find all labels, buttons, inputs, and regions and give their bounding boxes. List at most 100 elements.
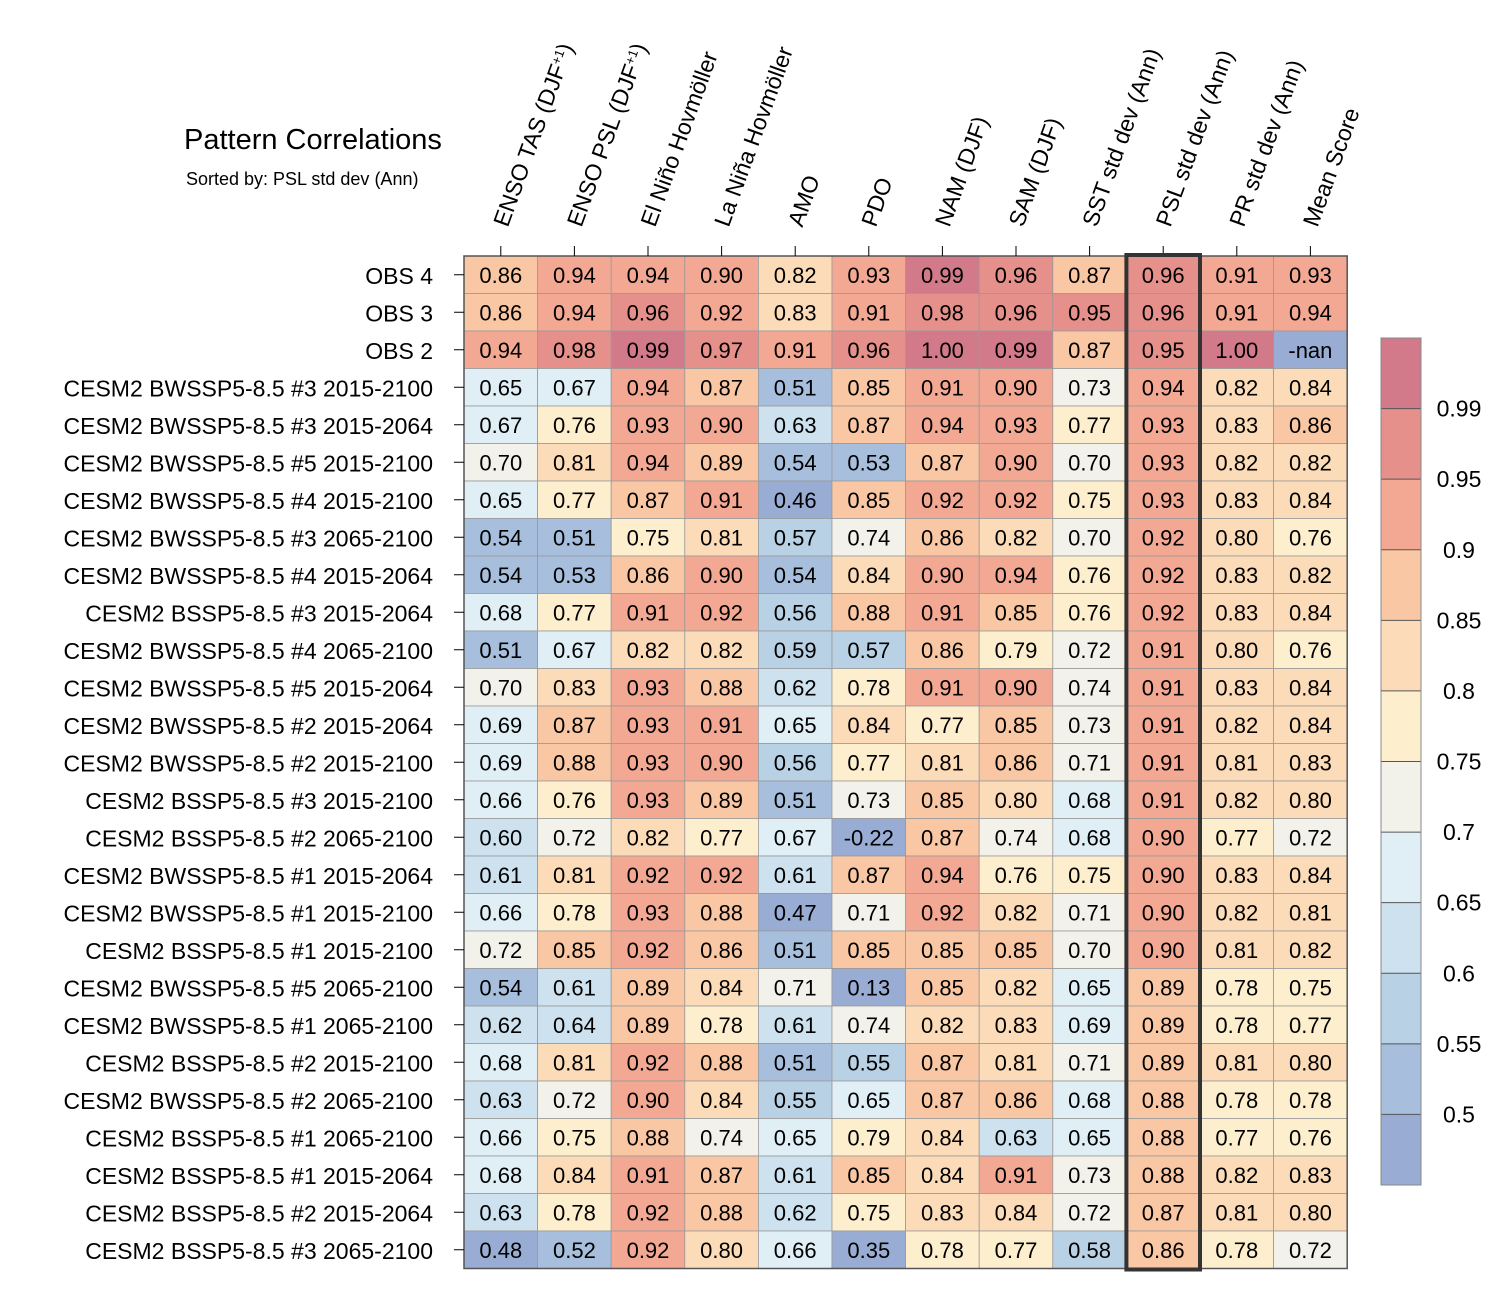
cell-value-label: 0.93: [627, 413, 670, 438]
heatmap-cell: [1273, 780, 1348, 819]
heatmap-cell: [905, 443, 980, 482]
heatmap-cell: [978, 930, 1054, 969]
cell-value-label: 0.69: [1068, 1013, 1111, 1038]
cell-value-label: 0.86: [995, 750, 1038, 775]
heatmap-cell: [905, 1043, 980, 1082]
heatmap-cell: [610, 818, 686, 857]
cell-value-label: 0.85: [921, 938, 964, 963]
cell-value-label: 0.80: [1215, 638, 1258, 663]
colorbar-swatch: [1381, 1114, 1421, 1186]
heatmap-cell: [1199, 255, 1274, 294]
heatmap-cell: [1199, 893, 1274, 932]
heatmap-cell: [463, 593, 538, 632]
heatmap-cell: [537, 293, 612, 332]
cell-value-label: 0.13: [847, 975, 890, 1000]
cell-value-label: 0.88: [847, 600, 890, 625]
heatmap-cell: [1199, 330, 1274, 369]
cell-value-label: 0.92: [627, 1200, 670, 1225]
heatmap-cell: [684, 443, 759, 482]
cell-value-label: -nan: [1288, 338, 1332, 363]
cell-value-label: 0.81: [995, 1050, 1038, 1075]
heatmap-cell: [463, 1155, 538, 1194]
heatmap-cell: [1273, 293, 1348, 332]
heatmap-cell: [684, 405, 759, 444]
cell-value-label: 0.68: [1068, 1088, 1111, 1113]
heatmap-cell: [537, 1155, 612, 1194]
cell-value-label: 0.89: [1142, 975, 1185, 1000]
cell-value-label: 0.63: [479, 1200, 522, 1225]
cell-value-label: 0.82: [1215, 788, 1258, 813]
heatmap-cell: [758, 518, 833, 557]
cell-value-label: 0.99: [921, 263, 964, 288]
cell-value-label: 0.81: [1215, 938, 1258, 963]
chart-title: Pattern Correlations: [184, 124, 442, 156]
heatmap-cell: [1273, 368, 1348, 407]
cell-value-label: 0.71: [847, 900, 890, 925]
cell-value-label: 0.87: [553, 713, 596, 738]
cell-value-label: 0.78: [553, 1200, 596, 1225]
column-label: Mean Score: [1298, 104, 1365, 229]
cell-value-label: 0.93: [1142, 413, 1185, 438]
heatmap-cell: [463, 480, 538, 519]
heatmap-cell: [905, 293, 980, 332]
column-label: SST std dev (Ann): [1077, 45, 1166, 230]
heatmap-cell: [684, 743, 759, 782]
heatmap-cell: [1273, 818, 1348, 857]
cell-value-label: 0.83: [995, 1013, 1038, 1038]
heatmap-cell: [978, 1193, 1054, 1232]
cell-value-label: 0.72: [479, 938, 522, 963]
heatmap-cell: [1126, 1043, 1201, 1082]
cell-value-label: 0.84: [995, 1200, 1038, 1225]
heatmap-cell: [831, 293, 906, 332]
column-label: ENSO PSL (DJF+1): [562, 40, 652, 230]
cell-value-label: 0.92: [627, 938, 670, 963]
cell-value-label: 0.90: [1142, 825, 1185, 850]
heatmap-cell: [537, 443, 612, 482]
cell-value-label: 0.91: [774, 338, 817, 363]
heatmap-cell: [831, 1230, 906, 1269]
cell-value-label: 0.92: [995, 488, 1038, 513]
heatmap-cell: [684, 818, 759, 857]
cell-value-label: 0.71: [774, 975, 817, 1000]
heatmap-cell: [831, 405, 906, 444]
heatmap-cell: [1273, 930, 1348, 969]
cell-value-label: 0.77: [847, 750, 890, 775]
heatmap-cell: [684, 1118, 759, 1157]
cell-value-label: 0.51: [479, 638, 522, 663]
cell-value-label: 0.80: [1289, 1050, 1332, 1075]
heatmap-cell: [1126, 1230, 1201, 1269]
row-label: OBS 2: [365, 338, 433, 364]
heatmap-cell: [978, 1118, 1054, 1157]
heatmap-cell: [537, 968, 612, 1007]
cell-value-label: 0.84: [1289, 863, 1332, 888]
cell-value-label: 0.54: [774, 563, 817, 588]
cell-value-label: 0.98: [553, 338, 596, 363]
heatmap-cell: [684, 780, 759, 819]
heatmap-cell: [1052, 443, 1127, 482]
heatmap-cell: [831, 1080, 906, 1119]
cell-value-label: 0.75: [553, 1125, 596, 1150]
cell-value-label: 0.86: [479, 300, 522, 325]
cell-value-label: 1.00: [921, 338, 964, 363]
heatmap-cell: [1052, 1193, 1127, 1232]
cell-value-label: 0.85: [921, 788, 964, 813]
heatmap-cell: [684, 1155, 759, 1194]
heatmap-cell: [537, 518, 612, 557]
heatmap-cell: [537, 480, 612, 519]
cell-value-label: 0.67: [553, 375, 596, 400]
colorbar-swatch: [1381, 549, 1421, 621]
cell-value-label: 0.75: [627, 525, 670, 550]
heatmap-cell: [758, 293, 833, 332]
heatmap-cell: [537, 780, 612, 819]
cell-value-label: 0.51: [774, 375, 817, 400]
cell-value-label: 0.71: [1068, 750, 1111, 775]
cell-value-label: 0.63: [774, 413, 817, 438]
cell-value-label: 0.82: [1215, 900, 1258, 925]
heatmap-cell: [684, 330, 759, 369]
cell-value-label: 0.89: [700, 788, 743, 813]
cell-value-label: 0.83: [921, 1200, 964, 1225]
cell-value-label: 0.83: [553, 675, 596, 700]
heatmap-cell: [463, 255, 538, 294]
cell-value-label: 0.52: [553, 1238, 596, 1263]
cell-value-label: 0.51: [774, 788, 817, 813]
